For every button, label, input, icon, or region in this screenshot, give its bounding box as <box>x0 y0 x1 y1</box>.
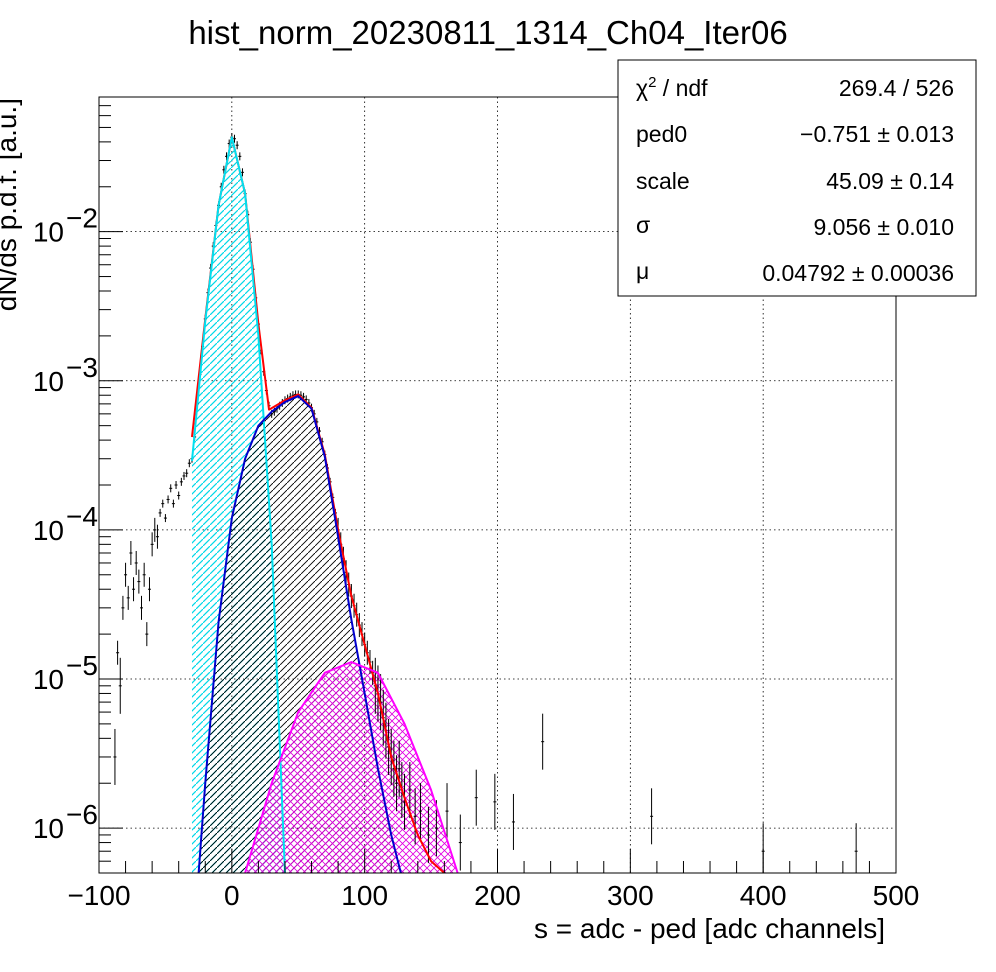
stat-value-scale: 45.09 ± 0.14 <box>826 168 954 194</box>
fit-statistics-box: χ2 / ndf 269.4 / 526 ped0 −0.751 ± 0.013… <box>617 59 977 297</box>
x-tick-label: 200 <box>474 880 521 911</box>
y-tick-labels: 10−210−310−410−510−6 <box>33 203 98 844</box>
y-tick-exponent: −3 <box>66 352 98 383</box>
y-tick-label: 10 <box>33 217 64 248</box>
y-tick-label: 10 <box>33 664 64 695</box>
y-tick-exponent: −5 <box>66 650 98 681</box>
stat-label-scale: scale <box>636 168 690 194</box>
stats-box-frame <box>617 59 977 297</box>
axis-ticks <box>98 96 897 874</box>
two-pe-curve <box>244 661 459 873</box>
chart-title: hist_norm_20230811_1314_Ch04_Iter06 <box>188 14 787 51</box>
pedestal-curve <box>190 136 286 873</box>
stat-value-mu: 0.04792 ± 0.00036 <box>762 260 954 286</box>
x-tick-label: 0 <box>224 880 240 911</box>
fit-curves <box>190 136 459 873</box>
x-tick-label: 500 <box>873 880 920 911</box>
stat-label-ped0: ped0 <box>636 121 687 147</box>
component-fills <box>191 137 458 873</box>
single-pe-curve <box>197 395 402 873</box>
stat-label-chi2: χ2 / ndf <box>636 74 708 101</box>
x-axis-label: s = adc - ped [adc channels] <box>534 913 885 944</box>
y-tick-exponent: −4 <box>66 501 98 532</box>
stat-label-sigma: σ <box>636 212 650 238</box>
y-tick-exponent: −2 <box>66 203 98 234</box>
stat-value-ped0: −0.751 ± 0.013 <box>800 121 954 147</box>
x-tick-labels: −100 0 100 200 300 400 500 <box>67 880 919 911</box>
y-axis-label: dN/ds p.d.f. [a.u.] <box>0 98 22 311</box>
y-tick-label: 10 <box>33 366 64 397</box>
stat-label-chi2-sup: 2 <box>648 74 656 91</box>
x-tick-label: 300 <box>607 880 654 911</box>
y-tick-label: 10 <box>33 813 64 844</box>
x-tick-label: 100 <box>341 880 388 911</box>
y-tick-label: 10 <box>33 515 64 546</box>
x-tick-label: 400 <box>740 880 787 911</box>
stat-value-sigma: 9.056 ± 0.010 <box>813 214 954 240</box>
stat-label-mu: μ <box>636 258 649 284</box>
x-tick-label: −100 <box>67 880 130 911</box>
stat-value-chi2: 269.4 / 526 <box>839 75 954 101</box>
y-tick-exponent: −6 <box>66 799 98 830</box>
